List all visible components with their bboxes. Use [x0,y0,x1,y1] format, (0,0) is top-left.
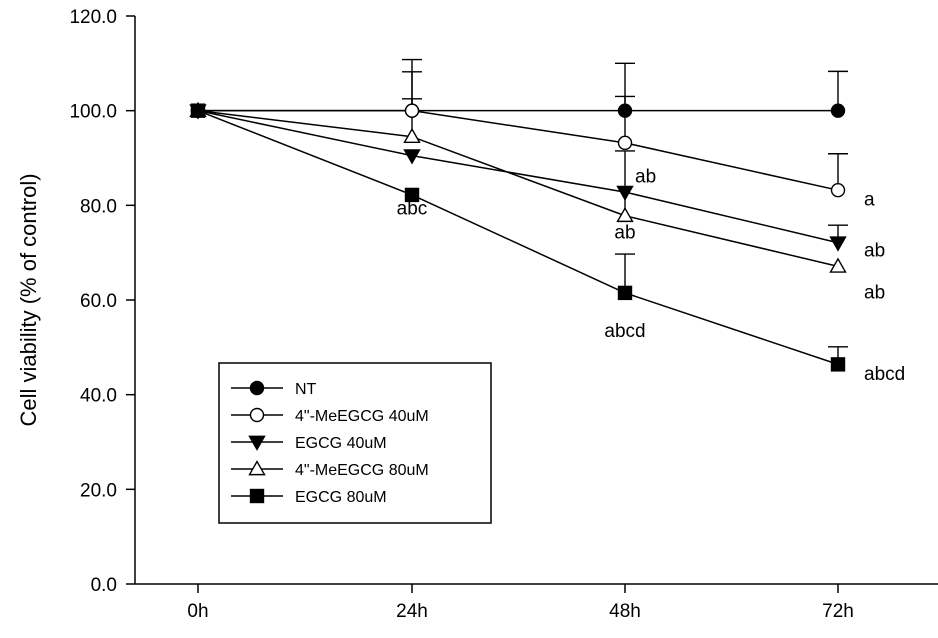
legend-label: 4"-MeEGCG 80uM [295,462,429,479]
data-point [830,103,846,118]
legend-marker [249,488,265,504]
significance-label: ab [614,222,635,243]
legend-label: 4"-MeEGCG 40uM [295,408,429,425]
data-point [617,285,633,301]
data-point [404,187,420,203]
y-tick-label: 0.0 [91,575,117,596]
y-tick-label: 80.0 [80,196,117,217]
data-point [404,103,420,118]
x-tick-label: 48h [609,601,641,622]
series-line [198,109,839,191]
significance-label: ab [635,167,656,188]
significance-label: a [864,190,875,211]
significance-label: abcd [864,364,905,385]
data-point [829,236,847,252]
data-point [403,127,421,144]
x-tick-label: 72h [822,601,854,622]
x-tick-label: 24h [396,601,428,622]
data-point [190,103,206,118]
data-point [830,182,846,198]
significance-label: ab [864,282,885,303]
data-point [617,135,633,151]
data-point [616,206,634,223]
data-point [403,149,421,165]
series-line [197,109,839,366]
series-line [197,109,839,244]
y-axis-title: Cell viability (% of control) [16,173,41,426]
legend-marker [249,407,265,423]
significance-label: abc [397,199,428,220]
data-point [829,257,847,273]
y-tick-label: 60.0 [80,291,117,312]
data-point [616,185,634,201]
y-tick-label: 100.0 [69,102,117,123]
data-point [830,357,846,372]
y-tick-label: 20.0 [80,480,117,501]
legend-label: EGCG 40uM [295,435,387,452]
series-line [197,109,839,268]
significance-label: ab [864,240,885,261]
y-tick-label: 40.0 [80,386,117,407]
significance-label: abcd [604,321,645,342]
legend-marker [248,435,266,451]
legend-marker [249,380,265,396]
legend-label: NT [295,381,317,398]
legend-marker [248,460,266,476]
legend-label: EGCG 80uM [295,489,387,506]
data-point [617,103,633,118]
y-tick-label: 120.0 [69,7,117,28]
x-tick-label: 0h [187,601,208,622]
